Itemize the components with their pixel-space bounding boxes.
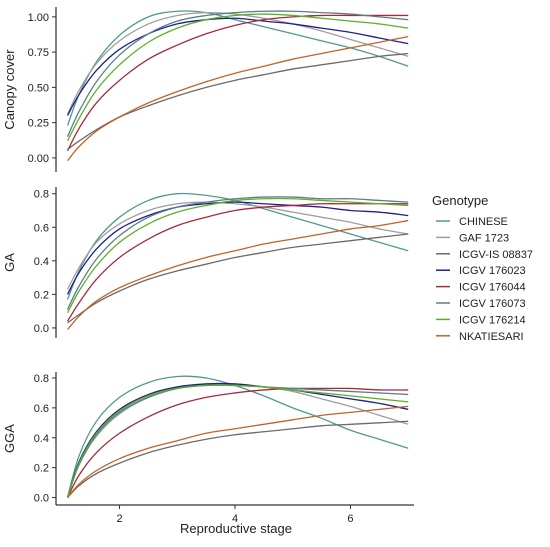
- y-tick-label: 0.2: [34, 463, 49, 475]
- series-line-gaf-1723: [66, 201, 409, 290]
- y-tick-label: 0.2: [34, 289, 49, 301]
- series-line-icgv-176044: [66, 203, 409, 322]
- series-line-icgv-176044: [66, 387, 409, 498]
- series-line-nkatiesari: [67, 405, 409, 498]
- series-line-icgv-176044: [66, 14, 409, 152]
- legend-label: ICGV 176023: [459, 265, 526, 277]
- legend-label: NKATIESARI: [459, 331, 524, 343]
- x-tick-label: 2: [116, 513, 122, 525]
- y-tick-label: 0.6: [34, 403, 49, 415]
- series-line-icgv-176214: [66, 197, 409, 314]
- legend-title: Genotype: [432, 193, 488, 208]
- series-line-icgv-176073: [66, 384, 409, 498]
- x-axis-title: Reproductive stage: [180, 521, 292, 536]
- y-tick-label: 0.8: [34, 373, 49, 385]
- legend-label: CHINESE: [459, 216, 508, 228]
- y-axis-title: GGA: [2, 424, 17, 453]
- series-line-icgv-176023: [66, 17, 409, 116]
- y-axis-title: Canopy cover: [2, 49, 17, 130]
- legend-label: GAF 1723: [459, 232, 509, 244]
- y-tick-label: 1.00: [28, 12, 49, 24]
- x-tick-label: 4: [232, 513, 238, 525]
- series-line-icgv-176023: [66, 201, 409, 295]
- series-line-nkatiesari: [67, 219, 409, 331]
- x-axis: 2 4 6: [56, 504, 414, 525]
- series-line-nkatiesari: [67, 35, 409, 162]
- legend-label: ICGV 176073: [459, 298, 526, 310]
- y-tick-label: 0.0: [34, 323, 49, 335]
- panel-1: 0.00 0.25 0.50 0.75 1.00 Canopy cover: [2, 7, 409, 172]
- y-tick-label: 0.0: [34, 493, 49, 505]
- y-tick-label: 0.50: [28, 82, 49, 94]
- y-tick-label: 0.75: [28, 47, 49, 59]
- series-line-icgv-176073: [66, 196, 409, 310]
- y-axis-title: GA: [2, 253, 17, 272]
- series-line-gaf-1723: [66, 382, 409, 498]
- panel-2: 0.0 0.2 0.4 0.6 0.8 GA: [2, 187, 409, 338]
- series-line-chinese: [66, 192, 409, 300]
- y-tick-label: 0.00: [28, 153, 49, 165]
- series-line-gaf-1723: [66, 11, 409, 115]
- series-line-icgv-176214: [66, 13, 409, 142]
- series-line-chinese: [66, 10, 409, 126]
- panel-3: 0.0 0.2 0.4 0.6 0.8 GGA: [2, 372, 409, 505]
- series-line-icgv-176023: [66, 382, 409, 498]
- legend-items: CHINESE GAF 1723 ICGV-IS 08837 ICGV 176023 I…: [436, 216, 533, 343]
- y-tick-label: 0.4: [34, 256, 49, 268]
- x-tick-label: 6: [347, 513, 353, 525]
- y-tick-label: 0.8: [34, 189, 49, 201]
- y-tick-label: 0.25: [28, 118, 49, 130]
- legend: Genotype CHINESE GAF 1723 ICGV-IS 08837 ICG…: [432, 193, 533, 343]
- legend-label: ICGV 176214: [459, 314, 526, 326]
- series-line-icgv-is-08837: [67, 52, 409, 150]
- legend-label: ICGV 176044: [459, 282, 526, 294]
- series-line-icgv-is-08837: [67, 233, 409, 324]
- series-line-chinese: [66, 375, 409, 498]
- series-line-icgv-176214: [66, 384, 409, 498]
- series-line-icgv-is-08837: [67, 420, 409, 498]
- series-line-icgv-176073: [66, 10, 409, 138]
- y-tick-label: 0.4: [34, 433, 49, 445]
- y-tick-label: 0.6: [34, 222, 49, 234]
- legend-label: ICGV-IS 08837: [459, 249, 533, 261]
